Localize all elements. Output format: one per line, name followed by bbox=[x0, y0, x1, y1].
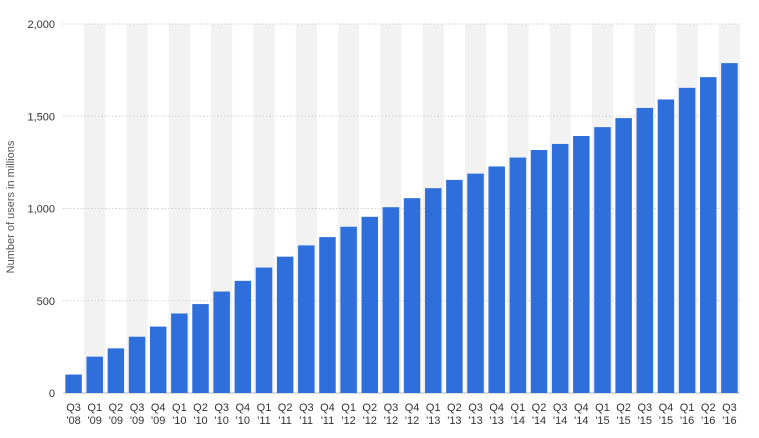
x-tick-label: Q4'10 bbox=[235, 402, 250, 427]
bar bbox=[340, 226, 357, 393]
y-axis-label: Number of users in millions bbox=[5, 140, 17, 273]
bar bbox=[657, 99, 675, 393]
bar bbox=[615, 118, 632, 393]
x-tick-label: Q2'12 bbox=[362, 402, 377, 427]
x-tick-label: Q1'09 bbox=[87, 402, 102, 427]
bar bbox=[721, 63, 738, 393]
bar bbox=[128, 336, 146, 393]
bar bbox=[573, 135, 590, 393]
x-tick-label: Q1'13 bbox=[426, 402, 441, 427]
x-tick-label: Q2'11 bbox=[278, 402, 293, 427]
x-tick-label: Q3'08 bbox=[66, 402, 81, 427]
x-tick-label: Q3'15 bbox=[637, 402, 652, 427]
x-tick-label: Q2'09 bbox=[109, 402, 124, 427]
x-tick-label: Q1'10 bbox=[172, 402, 187, 427]
x-tick-label: Q3'16 bbox=[722, 402, 737, 427]
bar bbox=[530, 150, 548, 393]
x-tick-label: Q2'15 bbox=[616, 402, 631, 427]
bar bbox=[403, 198, 421, 393]
bar bbox=[636, 107, 654, 393]
x-tick-label: Q3'12 bbox=[384, 402, 399, 427]
x-tick-label: Q3'11 bbox=[299, 402, 314, 427]
x-tick-label: Q4'15 bbox=[659, 402, 674, 427]
bar bbox=[424, 188, 442, 393]
x-tick-label: Q2'13 bbox=[447, 402, 462, 427]
bar bbox=[192, 304, 209, 393]
bar bbox=[276, 256, 294, 393]
x-tick-label: Q4'11 bbox=[320, 402, 335, 427]
bar bbox=[107, 348, 125, 393]
x-tick-label: Q3'14 bbox=[553, 402, 568, 427]
bar bbox=[700, 77, 717, 394]
x-tick-label: Q4'13 bbox=[489, 402, 504, 427]
bar bbox=[255, 267, 273, 393]
y-tick-label: 0 bbox=[49, 388, 55, 400]
bar bbox=[86, 356, 103, 393]
x-tick-label: Q2'14 bbox=[532, 402, 547, 427]
y-axis-ticks: 0 500 1,000 1,500 2,000 bbox=[27, 19, 55, 400]
bar bbox=[488, 166, 505, 393]
bar bbox=[65, 374, 82, 393]
x-tick-label: Q4'09 bbox=[151, 402, 166, 427]
x-tick-label: Q1'15 bbox=[595, 402, 610, 427]
bar bbox=[446, 179, 463, 393]
bar bbox=[234, 280, 252, 393]
y-tick-label: 500 bbox=[37, 296, 55, 308]
y-tick-label: 1,500 bbox=[27, 111, 55, 123]
bar bbox=[382, 207, 400, 393]
x-tick-label: Q1'12 bbox=[341, 402, 356, 427]
bars bbox=[65, 63, 738, 394]
x-tick-label: Q1'14 bbox=[511, 402, 526, 427]
y-tick-label: 1,000 bbox=[27, 204, 55, 216]
bar bbox=[361, 216, 379, 393]
bar bbox=[319, 237, 336, 393]
x-tick-label: Q2'16 bbox=[701, 402, 716, 427]
x-tick-label: Q1'16 bbox=[680, 402, 695, 427]
bar bbox=[467, 173, 484, 393]
x-tick-label: Q3'13 bbox=[468, 402, 483, 427]
x-tick-label: Q3'10 bbox=[214, 402, 229, 427]
y-tick-label: 2,000 bbox=[27, 19, 55, 31]
bar bbox=[678, 87, 696, 393]
bar bbox=[149, 326, 167, 393]
x-axis-ticks: Q3'08 Q1'09 Q2'09 Q3'09 Q4'09 Q1'10 Q2'10 Q3'10… bbox=[66, 402, 737, 427]
x-tick-label: Q4'12 bbox=[405, 402, 420, 427]
bar bbox=[213, 291, 230, 393]
bar bbox=[509, 157, 527, 393]
bar bbox=[594, 127, 611, 393]
x-tick-label: Q4'14 bbox=[574, 402, 589, 427]
x-tick-label: Q3'09 bbox=[130, 402, 145, 427]
x-tick-label: Q2'10 bbox=[193, 402, 208, 427]
bar bbox=[298, 245, 315, 393]
bar bbox=[551, 143, 569, 393]
bar bbox=[171, 313, 188, 393]
x-tick-label: Q1'11 bbox=[257, 402, 272, 427]
